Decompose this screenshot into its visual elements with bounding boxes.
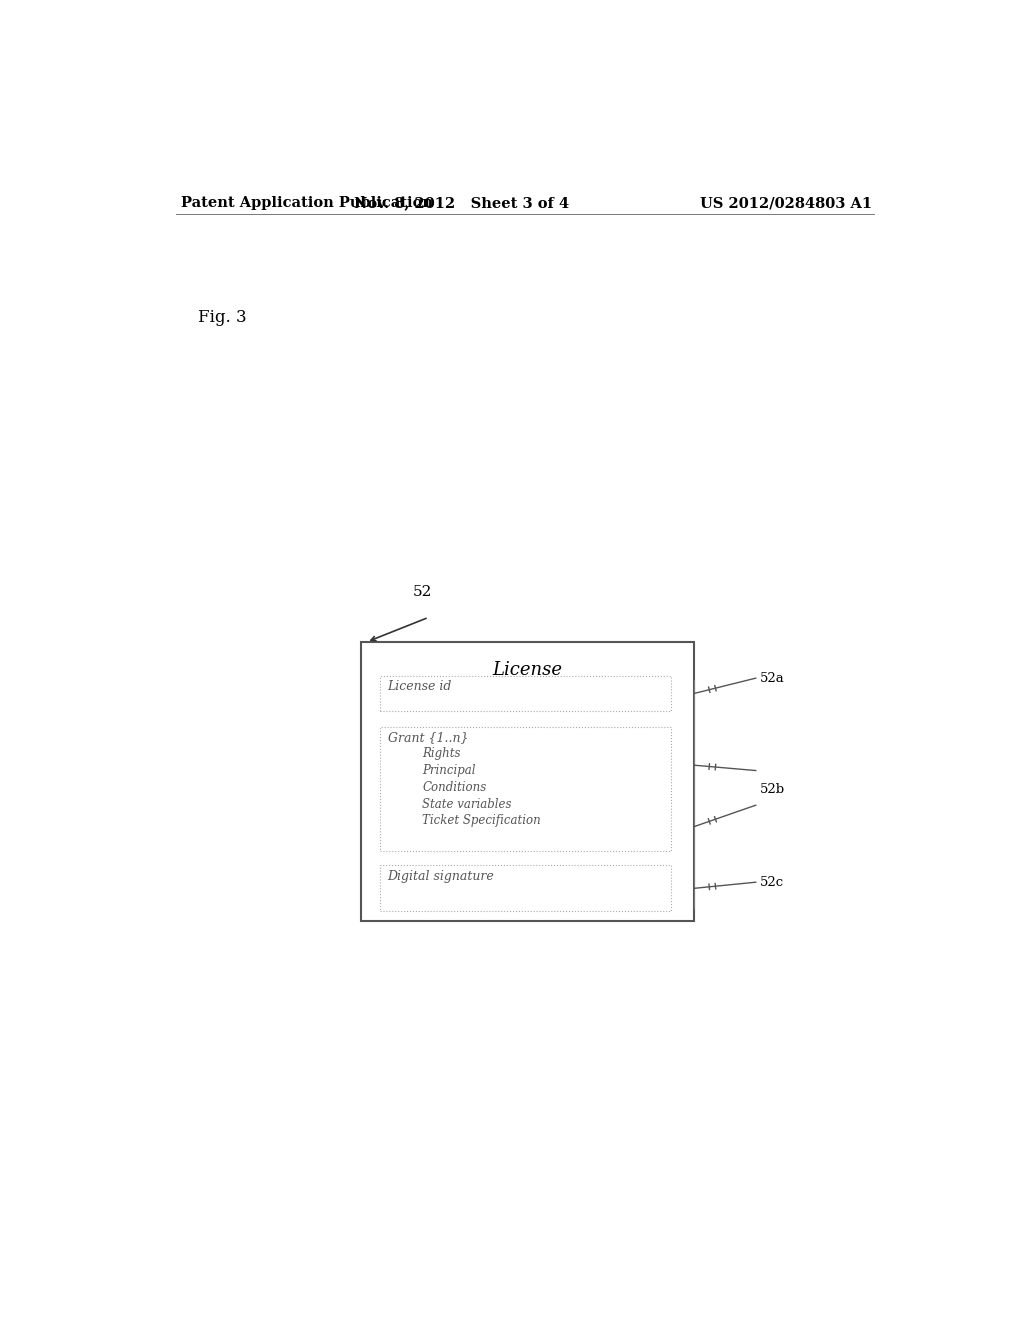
Bar [360, 642, 693, 921]
Bar [380, 726, 671, 851]
Text: 52: 52 [414, 585, 432, 599]
Text: 52b: 52b [760, 783, 784, 796]
Text: Grant {1..n}: Grant {1..n} [388, 731, 468, 744]
Text: Rights: Rights [423, 747, 461, 760]
Text: Ticket Specification: Ticket Specification [423, 814, 542, 828]
Text: Conditions: Conditions [423, 780, 486, 793]
Text: Patent Application Publication: Patent Application Publication [180, 197, 433, 210]
Bar [380, 866, 671, 911]
Text: Principal: Principal [423, 763, 476, 776]
Text: Nov. 8, 2012   Sheet 3 of 4: Nov. 8, 2012 Sheet 3 of 4 [353, 197, 568, 210]
Text: Fig. 3: Fig. 3 [198, 309, 247, 326]
Text: US 2012/0284803 A1: US 2012/0284803 A1 [699, 197, 872, 210]
Text: Digital signature: Digital signature [388, 870, 495, 883]
Text: 52a: 52a [760, 672, 784, 685]
Text: 52c: 52c [760, 875, 783, 888]
Text: License id: License id [388, 681, 452, 693]
Text: License: License [493, 661, 562, 680]
Bar [380, 676, 671, 711]
Text: State variables: State variables [423, 797, 512, 810]
